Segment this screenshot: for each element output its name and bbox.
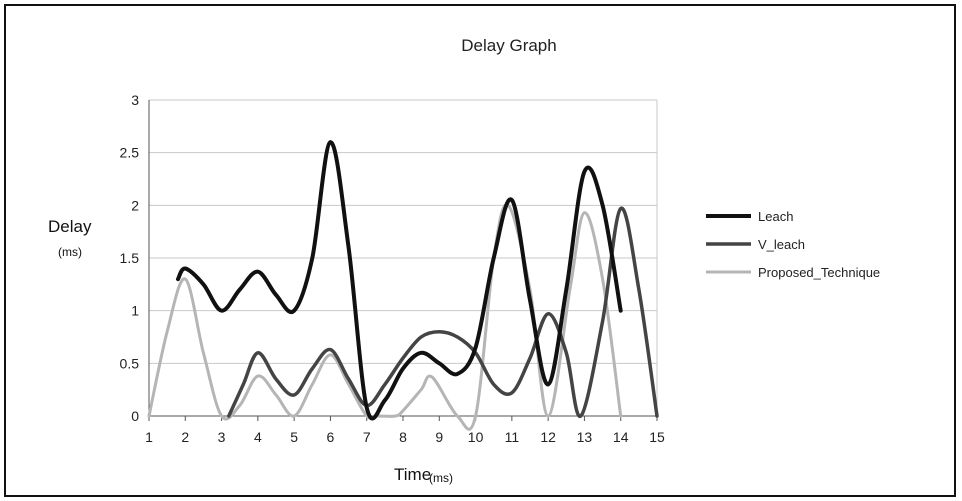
chart-legend: Leach V_leach Proposed_Technique xyxy=(706,209,880,280)
x-axis-label: Time xyxy=(394,465,431,484)
series-line-v-leach xyxy=(227,206,659,418)
series-line-leach xyxy=(176,140,623,421)
y-tick-label-6: 3 xyxy=(131,92,139,108)
x-tick-label-4: 5 xyxy=(290,429,298,445)
legend-v-leach-label: V_leach xyxy=(758,237,805,252)
y-tick-label-0: 0 xyxy=(131,408,139,424)
chart-frame: Delay Graph 0 0.5 1 1.5 2 2.5 3 1 2 3 4 5 6 7 8 9 10 11 1… xyxy=(4,4,956,497)
x-tick-label-1: 2 xyxy=(181,429,189,445)
delay-line-chart: Delay Graph 00.511.522.53 1 2 3 4 5 6 7 8 9 10 11 1… xyxy=(48,36,880,485)
x-axis-unit: (ms) xyxy=(429,471,453,485)
x-tick-label-7: 8 xyxy=(399,429,407,445)
x-tick-label-12: 13 xyxy=(577,429,593,445)
x-tick-label-14: 15 xyxy=(649,429,665,445)
series-lines xyxy=(147,140,659,431)
x-tick-label-3: 4 xyxy=(254,429,262,445)
x-tick-label-2: 3 xyxy=(218,429,226,445)
plot-grid xyxy=(148,99,658,417)
x-tick-label-11: 12 xyxy=(540,429,556,445)
x-tick-label-10: 11 xyxy=(505,429,520,445)
x-tick-label-9: 10 xyxy=(468,429,484,445)
legend-leach-label: Leach xyxy=(758,209,793,224)
y-tick-labels: 0 0.5 1 1.5 2 2.5 3 xyxy=(120,92,140,424)
chart-title: Delay Graph xyxy=(461,36,556,55)
y-tick-label-3: 1.5 xyxy=(120,250,140,266)
y-tick-label-4: 2 xyxy=(131,197,139,213)
x-tick-label-5: 6 xyxy=(327,429,335,445)
y-tick-label-5: 2.5 xyxy=(120,145,140,161)
y-tick-label-1: 0.5 xyxy=(120,355,140,371)
legend-proposed-technique-label: Proposed_Technique xyxy=(758,265,880,280)
x-tick-label-6: 7 xyxy=(363,429,371,445)
x-tick-label-13: 14 xyxy=(613,429,629,445)
y-tick-label-2: 1 xyxy=(131,303,139,319)
y-axis-unit: (ms) xyxy=(58,245,82,259)
x-tick-labels: 1 2 3 4 5 6 7 8 9 10 11 12 13 14 15 xyxy=(145,416,665,445)
series-line-proposed-technique xyxy=(147,203,623,431)
y-axis-label: Delay xyxy=(48,217,92,236)
x-tick-label-8: 9 xyxy=(435,429,443,445)
x-tick-label-0: 1 xyxy=(145,429,153,445)
